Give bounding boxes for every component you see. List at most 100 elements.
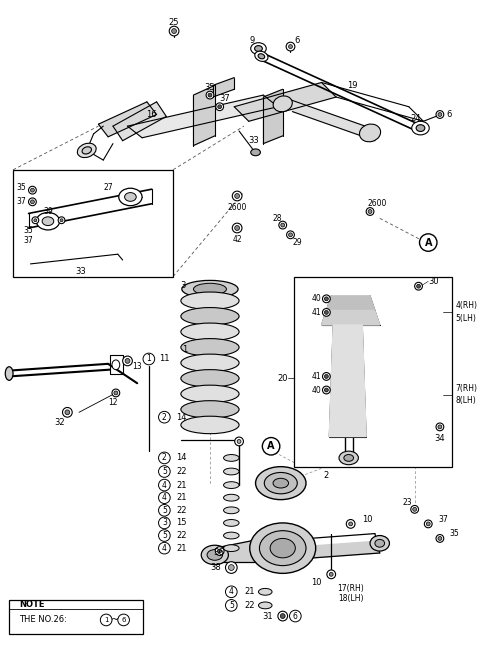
Text: 12: 12 (108, 398, 118, 407)
Polygon shape (98, 102, 156, 137)
Circle shape (65, 410, 70, 415)
Text: 37: 37 (219, 94, 230, 104)
Circle shape (287, 231, 294, 239)
Circle shape (218, 549, 222, 553)
Ellipse shape (251, 43, 266, 54)
Ellipse shape (360, 124, 381, 142)
Circle shape (279, 221, 287, 229)
Text: 5: 5 (162, 506, 167, 515)
Text: 6: 6 (293, 611, 298, 620)
Ellipse shape (416, 125, 425, 132)
Text: 35: 35 (204, 83, 215, 92)
Ellipse shape (207, 549, 223, 561)
Circle shape (118, 614, 130, 626)
Circle shape (237, 439, 241, 443)
Circle shape (32, 217, 39, 224)
Circle shape (216, 103, 224, 111)
Circle shape (158, 452, 170, 464)
Text: 13: 13 (132, 362, 142, 371)
Circle shape (280, 614, 285, 618)
Circle shape (324, 374, 328, 378)
Circle shape (438, 113, 442, 117)
Ellipse shape (370, 536, 389, 551)
Text: 32: 32 (54, 417, 65, 426)
Circle shape (420, 234, 437, 251)
Ellipse shape (273, 478, 288, 488)
Text: 5(LH): 5(LH) (456, 314, 476, 323)
Circle shape (324, 311, 328, 314)
Ellipse shape (273, 96, 292, 112)
Ellipse shape (224, 482, 239, 488)
Circle shape (426, 522, 430, 526)
Text: 17(RH): 17(RH) (337, 585, 364, 594)
Text: 10: 10 (362, 514, 373, 523)
Circle shape (28, 186, 36, 194)
Circle shape (60, 219, 63, 222)
Text: 37: 37 (16, 197, 25, 206)
Polygon shape (264, 89, 283, 144)
Circle shape (169, 26, 179, 36)
Text: 18(LH): 18(LH) (338, 594, 363, 603)
Text: 4: 4 (229, 587, 234, 596)
Circle shape (323, 295, 330, 303)
Circle shape (235, 193, 240, 199)
Circle shape (263, 437, 280, 455)
Text: 2: 2 (162, 413, 167, 422)
Ellipse shape (255, 51, 268, 61)
Text: 25: 25 (169, 18, 180, 27)
Circle shape (114, 391, 118, 395)
Circle shape (323, 372, 330, 380)
Ellipse shape (125, 193, 136, 201)
Ellipse shape (181, 292, 239, 309)
Circle shape (346, 519, 355, 528)
Polygon shape (322, 311, 380, 325)
Ellipse shape (224, 545, 239, 551)
Text: 22: 22 (176, 467, 187, 476)
Circle shape (158, 411, 170, 423)
Ellipse shape (375, 540, 384, 547)
Circle shape (323, 386, 330, 394)
Text: 22: 22 (176, 506, 187, 515)
Text: 2: 2 (162, 454, 167, 462)
Circle shape (327, 570, 336, 579)
Text: 35: 35 (16, 183, 25, 192)
Circle shape (438, 536, 442, 540)
Circle shape (436, 534, 444, 542)
Ellipse shape (255, 467, 306, 499)
Polygon shape (215, 534, 283, 562)
Text: 2600: 2600 (367, 199, 386, 208)
Text: 22: 22 (244, 601, 254, 610)
Text: 4: 4 (162, 480, 167, 490)
Ellipse shape (224, 468, 239, 475)
Text: 3: 3 (162, 518, 167, 527)
Text: 2600: 2600 (228, 203, 247, 212)
Text: 29: 29 (292, 238, 302, 247)
Text: 42: 42 (232, 235, 242, 244)
Ellipse shape (112, 360, 120, 370)
Circle shape (100, 614, 112, 626)
Ellipse shape (264, 473, 297, 494)
Text: 28: 28 (272, 214, 282, 223)
Circle shape (158, 479, 170, 491)
Ellipse shape (181, 370, 239, 387)
Circle shape (62, 408, 72, 417)
Text: ~: ~ (111, 615, 119, 625)
Text: 40: 40 (312, 294, 322, 303)
Circle shape (158, 542, 170, 554)
Circle shape (228, 564, 234, 570)
Text: 35: 35 (24, 227, 34, 236)
Text: 21: 21 (244, 587, 254, 596)
Ellipse shape (181, 385, 239, 402)
Circle shape (438, 425, 442, 429)
Ellipse shape (258, 54, 264, 59)
Ellipse shape (181, 416, 239, 434)
Circle shape (235, 226, 240, 230)
Circle shape (366, 208, 374, 215)
Text: 22: 22 (176, 531, 187, 540)
Text: 21: 21 (176, 544, 187, 553)
Ellipse shape (224, 454, 239, 462)
Text: 6: 6 (447, 110, 452, 119)
Circle shape (208, 93, 212, 97)
Text: 20: 20 (277, 374, 288, 383)
Text: 37: 37 (24, 236, 34, 245)
